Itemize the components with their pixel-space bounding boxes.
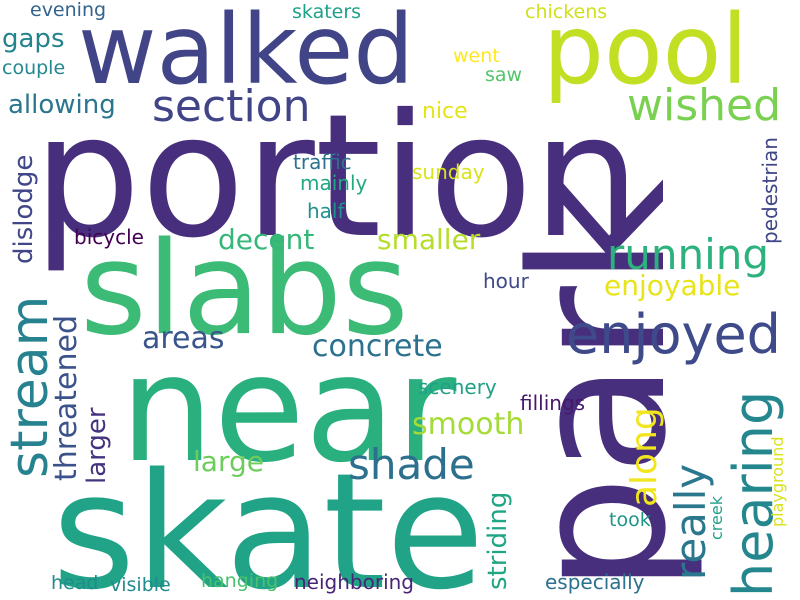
word-wished: wished bbox=[627, 80, 782, 131]
word-hour: hour bbox=[483, 269, 529, 293]
word-visible: visible bbox=[110, 574, 171, 596]
word-pedestrian: pedestrian bbox=[758, 137, 782, 244]
word-neighboring: neighboring bbox=[294, 570, 414, 594]
word-decent: decent bbox=[218, 223, 315, 256]
word-larger: larger bbox=[82, 407, 112, 484]
word-smaller: smaller bbox=[377, 223, 481, 256]
word-along: along bbox=[624, 407, 665, 507]
word-evening: evening bbox=[30, 0, 107, 21]
word-head: head bbox=[51, 572, 99, 594]
word-half: half bbox=[307, 199, 345, 223]
word-dislodge: dislodge bbox=[9, 154, 39, 264]
word-chickens: chickens bbox=[525, 1, 608, 23]
word-enjoyable: enjoyable bbox=[604, 269, 741, 302]
word-creek: creek bbox=[707, 496, 726, 540]
word-especially: especially bbox=[545, 570, 645, 594]
word-went: went bbox=[453, 45, 500, 67]
word-took: took bbox=[609, 509, 651, 531]
word-skate: skate bbox=[52, 438, 485, 600]
word-playground: playground bbox=[768, 436, 787, 527]
word-enjoyed: enjoyed bbox=[566, 303, 781, 366]
word-bicycle: bicycle bbox=[74, 225, 144, 249]
word-walked: walked bbox=[78, 0, 415, 106]
word-shade: shade bbox=[348, 440, 475, 489]
word-scenery: scenery bbox=[418, 375, 497, 399]
word-hanging: hanging bbox=[201, 570, 279, 592]
word-fillings: fillings bbox=[520, 391, 586, 415]
word-near: near bbox=[120, 323, 457, 495]
word-sunday: sunday bbox=[412, 160, 485, 184]
word-portion: portion bbox=[33, 78, 641, 276]
word-striding: striding bbox=[483, 491, 513, 590]
word-nice: nice bbox=[422, 99, 468, 124]
word-really: really bbox=[666, 463, 715, 580]
word-smooth: smooth bbox=[412, 407, 525, 442]
word-running: running bbox=[607, 230, 770, 279]
word-couple: couple bbox=[2, 57, 66, 79]
word-slabs: slabs bbox=[80, 215, 409, 364]
word-mainly: mainly bbox=[300, 171, 368, 195]
word-large: large bbox=[193, 445, 264, 478]
word-threatened: threatened bbox=[49, 314, 84, 481]
word-gaps: gaps bbox=[2, 24, 65, 54]
word-traffic: traffic bbox=[293, 150, 352, 174]
word-pool: pool bbox=[543, 0, 749, 106]
word-concrete: concrete bbox=[312, 329, 443, 364]
word-allowing: allowing bbox=[8, 90, 116, 120]
word-saw: saw bbox=[485, 64, 523, 86]
word-areas: areas bbox=[142, 321, 225, 356]
word-skaters: skaters bbox=[292, 1, 362, 23]
word-section: section bbox=[152, 81, 311, 132]
